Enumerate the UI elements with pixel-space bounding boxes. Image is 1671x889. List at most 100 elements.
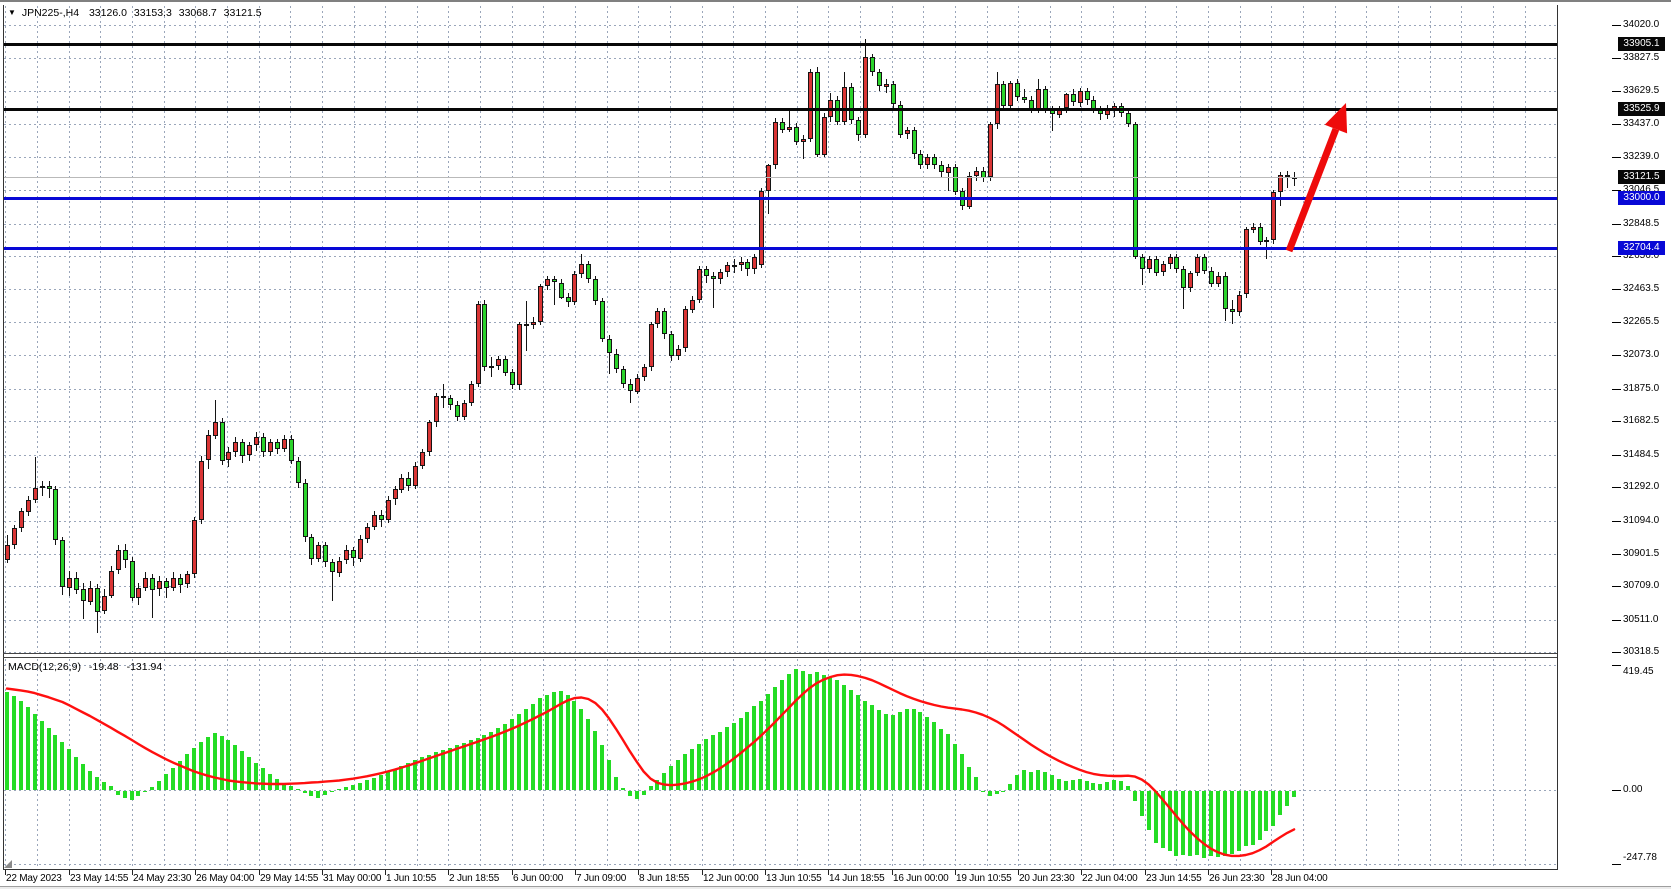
vertical-gridline xyxy=(1461,659,1462,868)
macd-histogram-bar xyxy=(116,791,120,795)
candle-body xyxy=(220,422,225,461)
vertical-gridline xyxy=(290,6,291,652)
candle-wick xyxy=(1142,254,1143,285)
price-tick-mark xyxy=(1612,554,1621,555)
symbol-menu-triangle-icon[interactable]: ▼ xyxy=(8,8,16,17)
candle-body xyxy=(130,561,135,598)
macd-histogram-bar xyxy=(130,791,134,800)
vertical-gridline xyxy=(1145,659,1146,868)
macd-gridline xyxy=(4,864,1556,865)
candle-body xyxy=(12,528,17,545)
vertical-gridline xyxy=(670,6,671,652)
vertical-gridline xyxy=(322,6,323,652)
candle-body xyxy=(1161,264,1166,272)
candle-wick xyxy=(215,400,216,439)
price-tick-label: 32656.0 xyxy=(1623,250,1660,261)
time-scale[interactable] xyxy=(0,870,1671,886)
macd-histogram-bar xyxy=(566,695,570,790)
vertical-gridline xyxy=(417,659,418,868)
macd-histogram-bar xyxy=(1078,779,1082,790)
candle-body xyxy=(358,539,363,559)
date-label: 19 Jun 10:55 xyxy=(956,873,1012,884)
macd-histogram-bar xyxy=(1278,791,1282,815)
candle-body xyxy=(905,130,910,134)
candle-body xyxy=(953,167,958,192)
date-tick-mark xyxy=(1081,870,1082,875)
macd-histogram-bar xyxy=(586,719,590,790)
macd-histogram-bar xyxy=(579,709,583,790)
horizontal-gridline xyxy=(4,455,1556,456)
candle-body xyxy=(289,439,294,461)
black-horizontal-line xyxy=(4,108,1557,111)
horizontal-gridline xyxy=(4,256,1556,257)
vertical-gridline xyxy=(1303,659,1304,868)
candle-body xyxy=(330,562,335,572)
horizontal-gridline xyxy=(4,190,1556,191)
macd-histogram-bar xyxy=(60,742,64,790)
macd-histogram-bar xyxy=(759,701,763,790)
vertical-gridline xyxy=(575,6,576,652)
candle-body xyxy=(74,578,79,590)
price-tick-label: 33629.5 xyxy=(1623,85,1660,96)
macd-histogram-bar xyxy=(967,767,971,790)
vertical-gridline xyxy=(132,659,133,868)
scroll-corner-marker[interactable] xyxy=(4,860,12,868)
price-scale[interactable] xyxy=(1558,2,1671,870)
candle-body xyxy=(316,545,321,559)
candle-body xyxy=(995,84,1000,124)
vertical-gridline xyxy=(1081,659,1082,868)
vertical-gridline xyxy=(1493,659,1494,868)
vertical-gridline xyxy=(828,6,829,652)
candle-body xyxy=(150,578,155,590)
vertical-gridline xyxy=(385,659,386,868)
price-tick-mark xyxy=(1612,421,1621,422)
candle-body xyxy=(489,366,494,368)
candle-body xyxy=(545,279,550,286)
macd-histogram-bar xyxy=(780,680,784,790)
candle-body xyxy=(1043,89,1048,110)
candle-wick xyxy=(152,574,153,618)
pane-separator xyxy=(3,657,1557,658)
price-tick-mark xyxy=(1612,586,1621,587)
macd-histogram-bar xyxy=(1216,791,1220,857)
vertical-gridline xyxy=(1113,6,1114,652)
vertical-gridline xyxy=(1145,6,1146,652)
candle-body xyxy=(351,550,356,558)
price-tick-label: 31292.0 xyxy=(1623,481,1660,492)
vertical-gridline xyxy=(1271,659,1272,868)
macd-histogram-bar xyxy=(220,736,224,790)
price-pane[interactable] xyxy=(3,5,1557,653)
candle-body xyxy=(849,87,854,120)
candle-body xyxy=(102,596,107,611)
date-label: 23 May 14:55 xyxy=(70,873,129,884)
macd-histogram-bar xyxy=(628,791,632,796)
macd-histogram-bar xyxy=(1251,791,1255,845)
candle-body xyxy=(801,139,806,142)
horizontal-gridline xyxy=(4,521,1556,522)
macd-histogram-bar xyxy=(157,781,161,790)
candle-body xyxy=(116,550,121,570)
macd-histogram-bar xyxy=(655,780,659,790)
candle-body xyxy=(891,84,896,104)
price-tick-mark xyxy=(1612,157,1621,158)
macd-histogram-bar xyxy=(704,739,708,790)
candle-body xyxy=(1202,257,1207,271)
macd-histogram-bar xyxy=(1043,772,1047,790)
current-price-label: 33121.5 xyxy=(1618,170,1665,184)
candle-body xyxy=(517,324,522,385)
macd-histogram-bar xyxy=(552,692,556,790)
ohlc-header: ▼ JPN225-,H4 33126.0 33153.3 33068.7 331… xyxy=(8,7,262,19)
candle-body xyxy=(835,100,840,122)
vertical-gridline xyxy=(227,6,228,652)
candle-body xyxy=(399,478,404,490)
price-tick-label: 31875.0 xyxy=(1623,383,1660,394)
horizontal-gridline xyxy=(4,25,1556,26)
candle-wick xyxy=(554,276,555,305)
vertical-gridline xyxy=(1335,6,1336,652)
date-tick-mark xyxy=(1145,870,1146,875)
vertical-gridline xyxy=(385,6,386,652)
macd-histogram-bar xyxy=(1105,782,1109,790)
candle-body xyxy=(192,520,197,574)
macd-histogram-bar xyxy=(1244,791,1248,846)
candle-body xyxy=(178,578,183,585)
